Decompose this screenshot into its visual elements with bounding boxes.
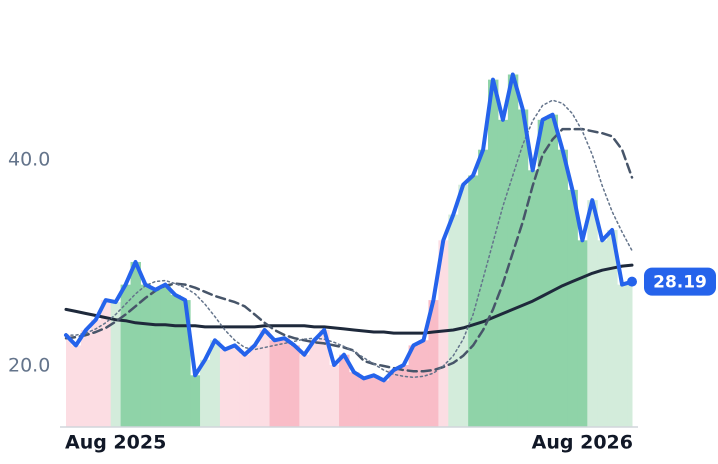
band-bar <box>140 284 151 427</box>
band-bar <box>408 345 420 427</box>
band-bar <box>269 340 280 427</box>
x-tick-label: Aug 2025 <box>65 432 166 454</box>
band-bar <box>229 345 241 427</box>
band-bar <box>289 345 300 427</box>
band-bar <box>597 240 608 427</box>
last-value-label: 28.19 <box>653 273 707 293</box>
band-bar <box>239 354 251 427</box>
band-bar <box>209 340 221 427</box>
band-bar <box>180 300 191 427</box>
band-bar <box>309 340 320 427</box>
moving-average-line <box>65 99 633 379</box>
band-bar <box>497 119 509 427</box>
band-bar <box>249 345 261 427</box>
band-bar <box>150 289 161 427</box>
band-bar <box>90 319 102 427</box>
band-bar <box>349 372 360 427</box>
band-bar <box>329 364 340 427</box>
band-bar <box>66 335 72 427</box>
band-bar <box>418 340 429 427</box>
band-bar <box>279 338 290 427</box>
band-bar <box>607 230 618 427</box>
band-bar <box>448 214 459 427</box>
band-bar <box>378 380 390 427</box>
band-bar <box>617 284 628 427</box>
band-bar <box>259 329 271 427</box>
band-bar <box>358 378 370 427</box>
band-bar <box>537 119 549 427</box>
band-bar <box>339 354 350 427</box>
band-bar <box>468 175 479 427</box>
x-tick-label: Aug 2026 <box>532 432 633 454</box>
band-bar <box>110 302 122 427</box>
band-bar <box>319 329 330 427</box>
band-bar <box>517 109 529 428</box>
band-bar <box>627 281 633 427</box>
band-bar <box>80 329 92 427</box>
band-bar <box>299 354 310 427</box>
band-bar <box>388 370 400 427</box>
band-bar <box>70 345 82 427</box>
band-bar <box>190 375 201 427</box>
band-bar <box>200 359 211 427</box>
y-tick-label: 20.0 <box>8 355 50 377</box>
band-bar <box>120 284 132 427</box>
band-bar <box>428 300 439 427</box>
band-bar <box>100 300 112 427</box>
band-bar <box>587 200 598 427</box>
band-bar <box>557 149 568 427</box>
band-bar <box>368 375 380 427</box>
band-bar <box>170 294 181 427</box>
y-tick-label: 40.0 <box>8 148 50 170</box>
band-bar <box>160 284 171 427</box>
last-value-pill <box>644 267 716 296</box>
band-bar <box>488 79 499 427</box>
band-bar <box>398 364 410 427</box>
last-point <box>627 276 637 287</box>
band-bar <box>577 240 588 427</box>
band-bar <box>219 349 231 427</box>
price-line <box>64 72 634 383</box>
band-bar <box>478 149 489 427</box>
moving-average-line <box>64 263 634 335</box>
band-bar <box>438 240 449 427</box>
band-bar <box>567 189 578 427</box>
band-bar <box>527 170 539 427</box>
band-bar <box>547 114 559 427</box>
band-bar <box>458 184 469 427</box>
band-bar <box>130 261 141 427</box>
